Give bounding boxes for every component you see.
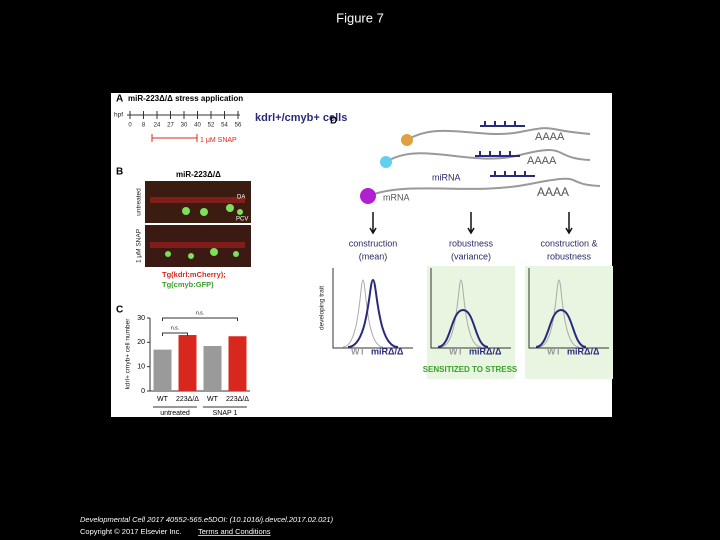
polya: AAAA [535, 131, 565, 143]
cap [360, 188, 376, 204]
wt-curve [538, 279, 580, 348]
cap [380, 156, 392, 168]
mut-curve [437, 308, 489, 348]
citation: Developmental Cell 2017 40552-565.e5DOI:… [80, 515, 334, 524]
axes [430, 268, 511, 349]
cap [401, 134, 413, 146]
mut-label: miRΔ/Δ [567, 346, 600, 356]
mut-label: miRΔ/Δ [469, 346, 502, 356]
copyright: Copyright © 2017 Elsevier Inc. [80, 527, 181, 536]
column-title: (variance) [451, 251, 491, 261]
y-axis-title: kdrl+ cmyb+ cell number [125, 318, 132, 390]
tick-label: 30 [181, 123, 188, 129]
row-label: 1 μM SNAP [136, 229, 143, 263]
polya: AAAA [527, 155, 557, 167]
terms-link[interactable]: Terms and Conditions [198, 527, 271, 536]
sig-label: n.s. [196, 310, 204, 316]
vessel-label: PCV [236, 217, 248, 223]
cells [165, 204, 243, 259]
panel-label: C [116, 305, 123, 316]
bar [153, 349, 172, 391]
column-title: (mean) [359, 251, 388, 261]
x-tick-label: 223Δ/Δ [176, 396, 199, 403]
x-tick-label: 223Δ/Δ [226, 396, 249, 403]
tick-label: 0 [128, 123, 132, 129]
x-tick-label: WT [207, 396, 219, 403]
group-label: untreated [160, 410, 190, 417]
x-tick-label: WT [157, 396, 169, 403]
mrna-label: mRNA [383, 192, 410, 202]
bar [228, 336, 247, 391]
y-tick-label: 10 [137, 364, 145, 371]
tick-label: 56 [235, 123, 242, 129]
tick-label: 54 [221, 123, 228, 129]
panel-title: miR-223Δ/Δ [176, 170, 221, 179]
sig-label: n.s. [171, 325, 179, 331]
tick-label: 27 [167, 123, 174, 129]
y-tick-label: 0 [141, 388, 145, 395]
bar [203, 345, 222, 391]
column-title: robustness [449, 238, 494, 248]
wt-curve [342, 279, 384, 348]
row-label: untreated [136, 188, 143, 216]
polya: AAAA [537, 185, 569, 199]
legend-entry: Tg(kdrl:mCherry); [162, 270, 226, 279]
mut-curve [535, 308, 587, 348]
axis-label: hpf [114, 112, 123, 119]
panel-label: A [116, 94, 123, 105]
arrow [369, 212, 377, 235]
mirnas [475, 121, 535, 177]
column-title: construction [349, 238, 398, 248]
tick-label: 52 [208, 123, 215, 129]
note: SENSITIZED TO STRESS [423, 365, 518, 374]
y-tick-label: 20 [137, 339, 145, 346]
treatment-label: 1 μM SNAP [200, 137, 237, 144]
panel-label: B [116, 167, 123, 178]
tick-label: 8 [142, 123, 146, 129]
column-title: construction & [540, 238, 597, 248]
mirna-label: miRNA [432, 172, 461, 182]
panel-label: D [330, 116, 337, 127]
timeline-ticks: 0 8 24 27 30 40 52 54 56 [128, 111, 242, 129]
axes [528, 268, 609, 349]
panel-title: miR-223Δ/Δ stress application [128, 94, 243, 103]
y-tick-label: 30 [137, 315, 145, 322]
wt-label: WT [351, 346, 365, 356]
tick-label: 40 [194, 123, 201, 129]
column-title: robustness [547, 251, 592, 261]
vessel-label: DA [237, 195, 245, 201]
group-label: SNAP 1 [213, 410, 238, 417]
axes [332, 268, 413, 349]
arrow [467, 212, 475, 235]
cells-label: kdrl+/cmyb+ cells [255, 112, 347, 124]
mut-label: miRΔ/Δ [371, 346, 404, 356]
legend-entry: Tg(cmyb:GFP) [162, 280, 214, 289]
arrow [565, 212, 573, 235]
sig-bracket [162, 332, 188, 336]
vessel [150, 197, 245, 248]
y-axis-title: developing trait [319, 286, 326, 330]
mut-curve [347, 278, 399, 348]
bar-chart: 0 10 20 30 WT 223Δ/Δ WT 223Δ/Δ untreated SNAP 1 n.… [137, 310, 250, 417]
sig-bracket [162, 317, 238, 321]
highlight [427, 266, 515, 379]
wt-label: WT [547, 346, 561, 356]
slide-title: Figure 7 [336, 10, 384, 25]
bar [178, 335, 197, 391]
outcome-columns: construction (mean) WT miRΔ/Δ robustness (var… [332, 212, 613, 379]
tick-label: 24 [154, 123, 161, 129]
highlight [525, 266, 613, 379]
wt-curve [440, 279, 482, 348]
wt-label: WT [449, 346, 463, 356]
treatment-bar [151, 134, 198, 142]
